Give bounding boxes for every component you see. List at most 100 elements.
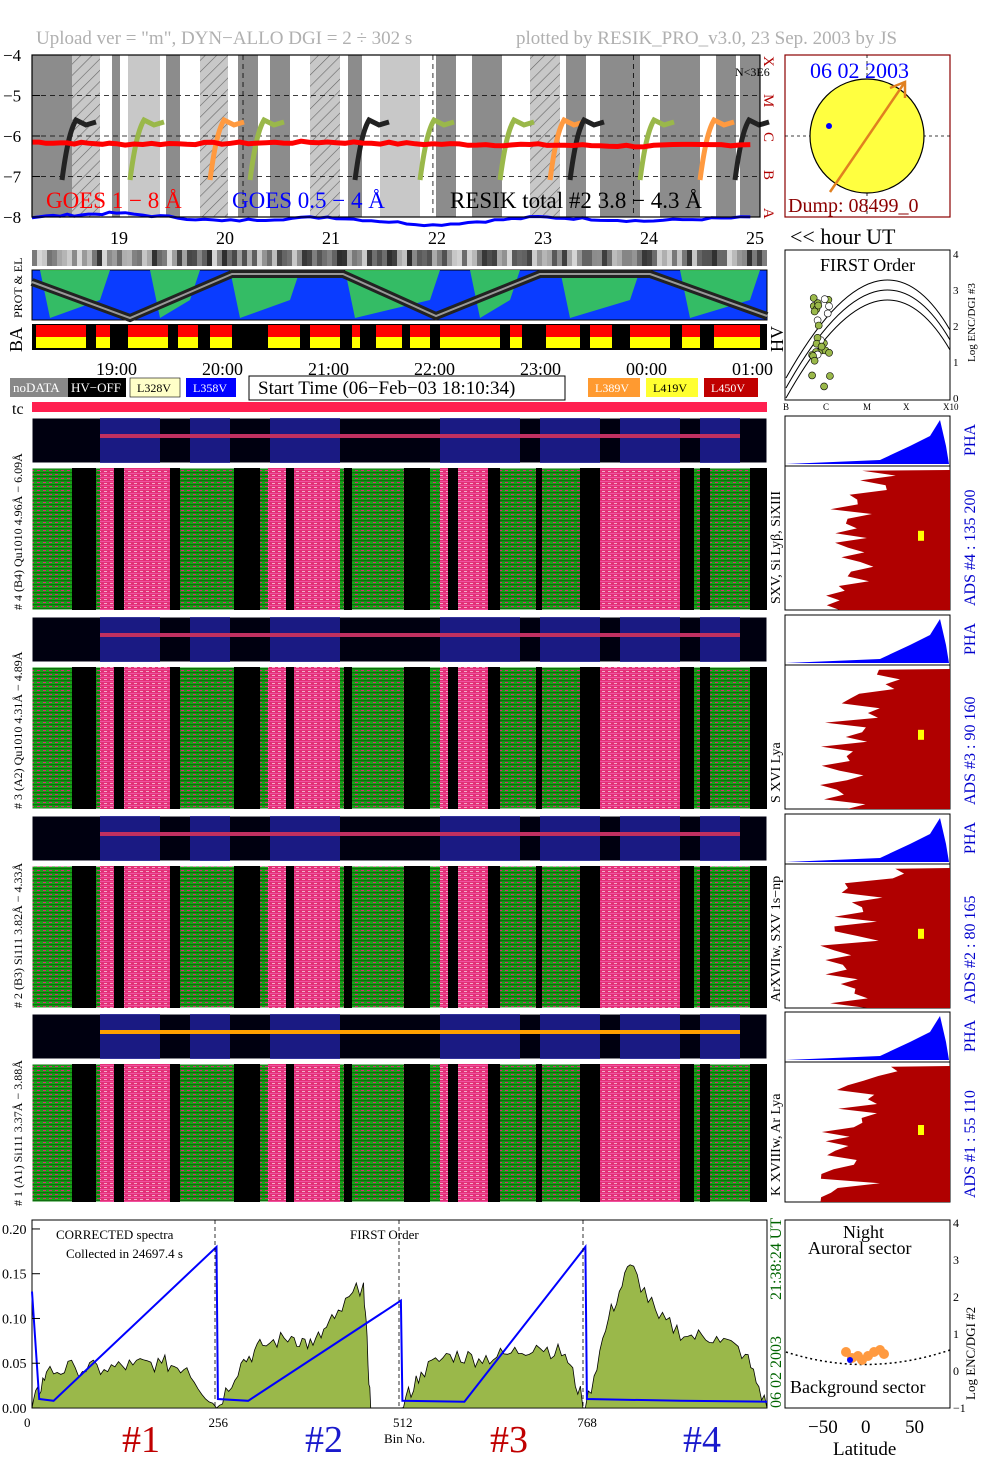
exposure-strip-cell [752, 250, 757, 266]
time-tick-label: 21:00 [308, 359, 349, 379]
exposure-strip-cell [82, 250, 87, 266]
exposure-strip-cell [632, 250, 637, 266]
exposure-strip-cell [152, 250, 157, 266]
latitude-xtick-label: 0 [861, 1417, 871, 1438]
exposure-strip-cell [177, 250, 182, 266]
spectral-map-gap [286, 866, 294, 1008]
exposure-strip-cell [642, 250, 647, 266]
latitude-bottom-label: Background sector [790, 1377, 925, 1397]
ba-yellow-segment [352, 337, 360, 348]
latitude-ytick-label: −1 [953, 1401, 966, 1415]
spectral-map-gap [488, 667, 500, 809]
spectral-map-gap [234, 866, 260, 1008]
hour-tick-label: 20 [216, 228, 234, 248]
spectral-map-gap [448, 667, 458, 809]
exposure-strip-cell [437, 250, 442, 266]
legend-l358: L358V [193, 381, 227, 395]
ba-red-segment [714, 325, 760, 337]
exposure-strip-cell [577, 250, 582, 266]
latitude-ytick-label: 0 [953, 1364, 959, 1378]
ba-yellow-segment [630, 337, 670, 348]
exposure-strip-cell [112, 250, 117, 266]
ba-red-segment [590, 325, 612, 337]
pha-strip-band [270, 1014, 340, 1059]
pha-line [100, 1030, 740, 1034]
latitude-title-1: Night [843, 1222, 884, 1242]
ba-red-segment [546, 325, 580, 337]
exposure-strip-cell [167, 250, 172, 266]
exposure-strip-cell [607, 250, 612, 266]
exposure-strip-cell [712, 250, 717, 266]
pha-histogram-fill [786, 818, 949, 862]
goes-short-label: GOES 0.5 − 4 Å [232, 188, 385, 213]
pha-strip-band [190, 617, 230, 662]
exposure-strip-cell [392, 250, 397, 266]
exposure-strip-cell [662, 250, 667, 266]
first-order-point [817, 342, 826, 351]
plotted-text: plotted by RESIK_PRO_v3.0, 23 Sep. 2003 … [516, 28, 897, 49]
exposure-strip-cell [142, 250, 147, 266]
spectral-map-gap [170, 468, 180, 610]
spectral-map-gap [580, 468, 600, 610]
exposure-strip-cell [277, 250, 282, 266]
pha-strip-band [190, 418, 230, 463]
ba-yellow-segment [410, 337, 430, 348]
goes-ytick-label: −7 [3, 168, 22, 187]
spectral-map-gap [536, 866, 542, 1008]
resik-arc [59, 116, 97, 181]
section-label-1: #1 [122, 1419, 160, 1461]
spectral-map-gap [700, 866, 710, 1008]
sun-panel: 06 02 2003 Dump: 08499_0 [784, 54, 951, 218]
exposure-strip-cell [247, 250, 252, 266]
spectral-map-gap [750, 1064, 767, 1202]
resik-arc [127, 116, 165, 181]
channel-label: # 4 (B4) Qu1010 4.96Å − 6.09Å [11, 453, 25, 610]
exposure-strip-cell [72, 250, 77, 266]
resik-arc [637, 116, 675, 181]
spectral-map-gap [488, 468, 500, 610]
exposure-strip-cell [257, 250, 262, 266]
pha-histogram-fill [786, 420, 949, 464]
resik-total-label: RESIK total #2 3.8 − 4.3 Å [450, 188, 702, 213]
spectral-map-hot [100, 866, 170, 1008]
pha-strip-band [700, 816, 740, 861]
section-label-2: #2 [305, 1419, 343, 1461]
spectral-map-gap [580, 667, 600, 809]
ba-red-segment [178, 325, 198, 337]
pha-line [100, 633, 740, 637]
hour-tick-label: 19 [110, 228, 128, 248]
hour-tick-label: 25 [746, 228, 764, 248]
spectrum-ytick-label: 0.00 [2, 1402, 27, 1417]
spectral-map-gap [234, 1064, 260, 1202]
goes-class-label: A [760, 208, 776, 219]
spectrum-xtick-label: 768 [577, 1415, 597, 1430]
exposure-strip-cell [512, 250, 517, 266]
exposure-strip-cell [47, 250, 52, 266]
latitude-point-blue [847, 1357, 853, 1363]
pha-strip-band [540, 816, 600, 861]
exposure-strip-cell [637, 250, 642, 266]
latitude-ytick-label: 4 [953, 1216, 959, 1230]
spectrum-xtick-label: 512 [393, 1415, 413, 1430]
goes-series-line [31, 210, 751, 228]
exposure-strip-cell [547, 250, 552, 266]
spectral-map-gap [700, 468, 710, 610]
pha-strip-band [540, 1014, 600, 1059]
goes-ytick-label: −4 [3, 46, 22, 65]
exposure-strip-cell [367, 250, 372, 266]
spectral-map-gap [72, 866, 96, 1008]
upload-text: Upload ver = "m", DYN−ALLO DGI = 2 ÷ 302… [36, 28, 412, 49]
exposure-strip-cell [597, 250, 602, 266]
exposure-strip-cell [192, 250, 197, 266]
ba-yellow-segment [310, 337, 340, 348]
pha-strip-band [440, 1014, 520, 1059]
first-order-xtick: X10 [943, 402, 959, 412]
first-order-point [810, 307, 819, 316]
spectral-map-gap [700, 667, 710, 809]
spectral-map-gap [114, 667, 124, 809]
exposure-strip-cell [677, 250, 682, 266]
exposure-strip-cell [557, 250, 562, 266]
ba-yellow-segment [682, 337, 700, 348]
time-tick-label: 22:00 [414, 359, 455, 379]
exposure-strip-cell [407, 250, 412, 266]
